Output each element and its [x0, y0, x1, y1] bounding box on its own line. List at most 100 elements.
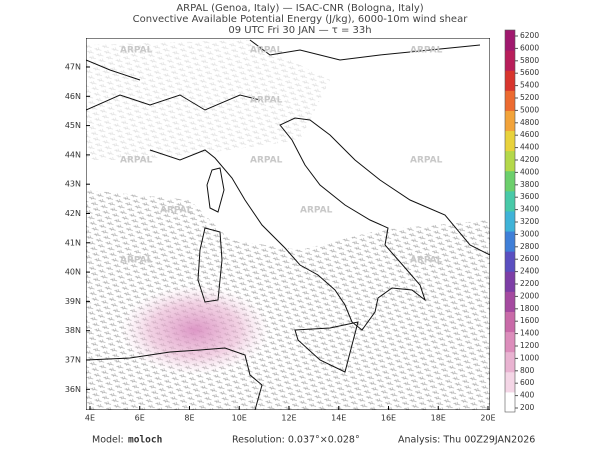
- colorbar-label: 2200: [520, 279, 539, 288]
- lon-label: 10E: [232, 414, 247, 423]
- lat-label: 41N: [65, 238, 81, 247]
- colorbar-segment: [505, 371, 515, 393]
- colorbar-label: 800: [520, 366, 535, 375]
- lat-label: 40N: [65, 268, 81, 277]
- colorbar-segment: [505, 351, 515, 373]
- watermark: ARPAL: [160, 206, 193, 216]
- lon-label: 14E: [331, 414, 346, 423]
- colorbar-label: 1800: [520, 304, 539, 313]
- coastline: [294, 321, 359, 373]
- colorbar-label: 6000: [520, 43, 539, 52]
- title-line: 09 UTC Fri 30 JAN — τ = 33h: [228, 25, 371, 36]
- lon-label: 12E: [281, 414, 296, 423]
- colorbar-label: 1600: [520, 316, 539, 325]
- colorbar-label: 1000: [520, 353, 539, 362]
- colorbar-label: 200: [520, 403, 535, 412]
- watermark: ARPAL: [300, 206, 333, 216]
- footer-resolution: Resolution: 0.037°×0.028°: [232, 435, 360, 446]
- lat-label: 43N: [65, 180, 81, 189]
- colorbar-label: 4000: [520, 167, 539, 176]
- colorbar-label: 3400: [520, 205, 539, 214]
- colorbar-segment: [505, 90, 515, 111]
- watermark: ARPAL: [410, 46, 443, 56]
- wind-barbs: [86, 40, 330, 160]
- lat-label: 36N: [65, 385, 81, 394]
- lat-label: 44N: [65, 150, 81, 159]
- colorbar-segment: [505, 231, 515, 252]
- lon-label: 6E: [135, 414, 145, 423]
- colorbar-label: 4400: [520, 143, 539, 152]
- colorbar-label: 3600: [520, 192, 539, 201]
- colorbar-label: 600: [520, 378, 535, 387]
- colorbar-label: 6200: [520, 31, 539, 40]
- watermark: ARPAL: [120, 46, 153, 56]
- colorbar-segment: [505, 130, 515, 152]
- colorbar-label: 5800: [520, 56, 539, 65]
- colorbar-segment: [505, 271, 515, 292]
- colorbar-label: 4200: [520, 155, 539, 164]
- axes: 47N 46N 45N 44N 43N 42N 41N 40N 39N 38N 37N 36N 4E 6E…: [65, 29, 539, 423]
- lon-label: 16E: [381, 414, 396, 423]
- lon-label: 8E: [184, 414, 194, 423]
- colorbar-label: 3200: [520, 217, 539, 226]
- map-area: [86, 38, 490, 410]
- watermark: ARPAL: [250, 46, 283, 56]
- colorbar-segment: [505, 50, 515, 71]
- footer-analysis: Analysis: Thu 00Z29JAN2026: [398, 435, 535, 446]
- colorbar-label: 1200: [520, 341, 539, 350]
- watermark: ARPAL: [410, 256, 443, 266]
- colorbar-label: 2800: [520, 242, 539, 251]
- colorbar-label: 2400: [520, 267, 539, 276]
- colorbar-segment: [505, 311, 515, 333]
- colorbar-label: 400: [520, 391, 535, 400]
- lat-label: 39N: [65, 297, 81, 306]
- colorbar-segment: [505, 110, 515, 132]
- lat-label: 45N: [65, 121, 81, 130]
- colorbar-label: 1400: [520, 329, 539, 338]
- coastline: [86, 347, 263, 410]
- colorbar-segment: [505, 391, 515, 413]
- colorbar-label: 5200: [520, 93, 539, 102]
- colorbar-segment: [505, 70, 515, 91]
- cape-area: [120, 285, 270, 375]
- lat-label: 38N: [65, 326, 81, 335]
- lon-label: 20E: [480, 414, 495, 423]
- colorbar-segment: [505, 291, 515, 312]
- colorbar-label: 5600: [520, 68, 539, 77]
- colorbar-segment: [505, 30, 515, 51]
- colorbar-label: 4800: [520, 118, 539, 127]
- lat-label: 47N: [65, 63, 81, 72]
- colorbar-label: 5000: [520, 105, 539, 114]
- title-line: Convective Available Potential Energy (J…: [133, 14, 469, 25]
- colorbar-frame: [504, 29, 516, 413]
- colorbar-segment: [505, 331, 515, 353]
- colorbar-segment: [505, 150, 515, 172]
- colorbar-label: 2600: [520, 254, 539, 263]
- footer-model: moloch: [128, 435, 162, 446]
- colorbar-label: 3800: [520, 180, 539, 189]
- lat-label: 42N: [65, 209, 81, 218]
- colorbar-label: 5400: [520, 81, 539, 90]
- watermark: ARPAL: [120, 156, 153, 166]
- coastline: [206, 167, 225, 213]
- colorbar-segment: [505, 251, 515, 272]
- coastline: [197, 227, 223, 303]
- colorbar-label: 2000: [520, 291, 539, 300]
- footer-model-label: Model:: [92, 435, 124, 446]
- colorbar-label: 3000: [520, 229, 539, 238]
- borders: [86, 39, 481, 111]
- colorbar-label: 4600: [520, 130, 539, 139]
- lon-label: 18E: [431, 414, 446, 423]
- coastline: [149, 117, 490, 331]
- title-line: ARPAL (Genoa, Italy) — ISAC-CNR (Bologna…: [176, 3, 423, 14]
- lat-label: 46N: [65, 92, 81, 101]
- watermark: ARPAL: [250, 96, 283, 106]
- watermark: ARPAL: [120, 256, 153, 266]
- lat-label: 37N: [65, 356, 81, 365]
- watermark: ARPAL: [410, 156, 443, 166]
- colorbar-segment: [505, 170, 515, 192]
- colorbar-segment: [505, 190, 515, 212]
- lon-label: 4E: [85, 414, 95, 423]
- watermark: ARPAL: [250, 156, 283, 166]
